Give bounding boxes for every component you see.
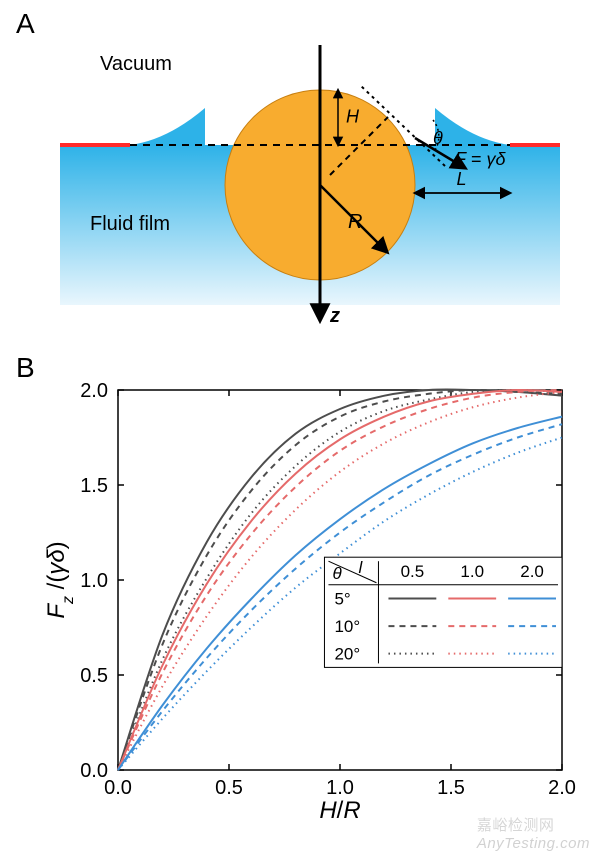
svg-text:1.5: 1.5 bbox=[437, 777, 465, 799]
panel-b-chart: 0.0 0.5 1.0 1.5 2.0 0.0 0.5 1.0 1.5 2.0 H/R Fz /(γδ… bbox=[40, 372, 580, 832]
svg-text:0.0: 0.0 bbox=[80, 760, 108, 782]
svg-text:2.0: 2.0 bbox=[80, 380, 108, 402]
watermark-en: AnyTesting.com bbox=[477, 835, 590, 852]
svg-text:L: L bbox=[457, 169, 467, 189]
figure-page: A Vacuum Fluid film H R Lθ F = γδ z B 0.0 0.5 1.… bbox=[0, 0, 600, 858]
svg-text:1.5: 1.5 bbox=[80, 475, 108, 497]
svg-text:R: R bbox=[348, 211, 362, 233]
svg-text:Fz /(γδ): Fz /(γδ) bbox=[43, 541, 77, 618]
panel-b-label: B bbox=[16, 352, 35, 384]
svg-text:1.0: 1.0 bbox=[326, 777, 354, 799]
svg-text:1.0: 1.0 bbox=[80, 570, 108, 592]
svg-text:0.5: 0.5 bbox=[80, 665, 108, 687]
svg-text:0.0: 0.0 bbox=[104, 777, 132, 799]
svg-text:5°: 5° bbox=[334, 590, 350, 609]
svg-text:H: H bbox=[346, 107, 360, 127]
svg-text:F = γδ: F = γδ bbox=[455, 149, 507, 169]
svg-text:Fluid film: Fluid film bbox=[90, 213, 170, 235]
svg-text:0.5: 0.5 bbox=[401, 562, 425, 581]
svg-text:H/R: H/R bbox=[319, 797, 360, 824]
panel-a-label: A bbox=[16, 8, 35, 40]
svg-text:1.0: 1.0 bbox=[460, 562, 484, 581]
svg-text:0.5: 0.5 bbox=[215, 777, 243, 799]
svg-text:20°: 20° bbox=[334, 645, 360, 664]
svg-text:Vacuum: Vacuum bbox=[100, 53, 172, 75]
svg-text:θ: θ bbox=[433, 128, 443, 148]
svg-text:z: z bbox=[329, 305, 340, 327]
svg-text:2.0: 2.0 bbox=[548, 777, 576, 799]
svg-text:10°: 10° bbox=[334, 617, 360, 636]
panel-a-diagram: Vacuum Fluid film H R Lθ F = γδ z bbox=[40, 30, 580, 330]
svg-text:2.0: 2.0 bbox=[520, 562, 544, 581]
